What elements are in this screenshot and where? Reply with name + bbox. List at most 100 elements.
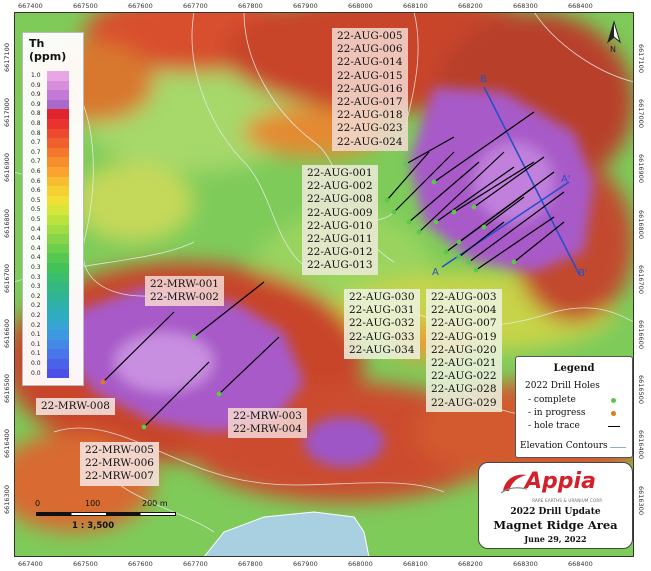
y-tick-label: 6617100 [3, 43, 11, 72]
th-scale-row: 0.2 [31, 301, 75, 311]
drill-hole-id: 22-MRW-008 [41, 400, 110, 412]
x-tick-label: 667500 [73, 560, 98, 568]
x-tick-label: 667500 [73, 2, 98, 10]
drill-hole-id: 22-MRW-006 [85, 457, 154, 470]
y-tick-label: 6616700 [637, 264, 645, 294]
th-scale-value: 0.1 [31, 350, 41, 358]
th-scale-row: 0.2 [31, 320, 75, 331]
x-tick-label: 668400 [568, 2, 593, 10]
x-tick-label: 667800 [238, 560, 263, 568]
th-scale-row: 0.6 [31, 186, 75, 196]
section-line-aa [441, 181, 570, 268]
y-tick-label: 6616900 [3, 153, 11, 183]
label-aug-west: 22-AUG-001 22-AUG-002 22-AUG-008 22-AUG-009… [302, 165, 378, 275]
th-scale-row: 0.8 [31, 128, 75, 139]
drill-hole-id: 22-AUG-013 [307, 259, 373, 272]
y-tick-label: 6616800 [637, 209, 645, 239]
th-scale-row: 0.3 [31, 263, 75, 273]
th-scale-value: 0.4 [31, 254, 41, 262]
th-scale-value: 0.7 [31, 158, 41, 166]
y-tick-label: 6617100 [637, 44, 645, 73]
th-scale-swatch [47, 176, 69, 187]
th-scale-row: 0.1 [31, 339, 75, 350]
th-scale-value: 0.2 [31, 312, 41, 319]
drill-hole-id: 22-AUG-022 [431, 370, 497, 383]
drill-hole-id: 22-AUG-034 [349, 343, 415, 356]
appia-logo: Appia [499, 469, 612, 497]
th-scale-row: 0.0 [31, 368, 75, 379]
y-tick-label: 6616300 [637, 485, 645, 515]
th-scale-value: 0.4 [31, 225, 41, 233]
drill-hole-id: 22-AUG-003 [431, 291, 497, 303]
th-scale-row: 0.9 [31, 90, 75, 100]
legend-complete-dot [611, 398, 616, 403]
drill-hole-id: 22-AUG-007 [431, 317, 497, 330]
x-tick-label: 667900 [293, 2, 318, 10]
th-color-legend: Th (ppm) 1.0 0.9 0.9 0.9 0.8 0.8 0.8 0.7 0.7 0.7 0… [22, 32, 84, 386]
th-scale-swatch [47, 301, 69, 311]
drill-hole-id: 22-AUG-012 [307, 246, 373, 259]
th-scale-value: 0.4 [31, 244, 41, 252]
y-tick-label: 6616400 [637, 430, 645, 460]
drill-hole-id: 22-AUG-023 [337, 122, 403, 135]
th-scale-swatch [47, 339, 69, 350]
th-scale-swatch [47, 109, 69, 119]
drill-hole-id: 22-AUG-031 [349, 304, 415, 317]
th-scale-swatch [47, 157, 69, 167]
legend-in-progress-label: - in progress [528, 408, 586, 418]
th-scale-value: 0.9 [31, 91, 41, 99]
y-tick-label: 6616800 [3, 208, 11, 238]
th-scale-swatch [47, 311, 69, 321]
th-scale-value: 0.8 [31, 129, 41, 137]
drill-hole-id: 22-AUG-019 [431, 330, 497, 343]
scale-tick-0: 0 [35, 499, 41, 508]
th-scale-row: 0.4 [31, 224, 75, 235]
th-scale-row: 0.3 [31, 282, 75, 292]
legend-contour-line [610, 447, 626, 448]
legend-subtitle: 2022 Drill Holes [525, 381, 600, 391]
drill-update-title: 2022 Drill Update [510, 507, 601, 517]
x-tick-label: 668300 [513, 560, 538, 568]
th-scale-row: 0.4 [31, 243, 75, 254]
lake [203, 511, 370, 557]
th-scale-row: 0.6 [31, 167, 75, 177]
th-scale-value: 0.2 [31, 292, 41, 300]
th-scale-value: 1.0 [31, 72, 41, 79]
legend-in-progress-dot [611, 411, 616, 416]
legend-contours-label: Elevation Contours [520, 441, 608, 451]
th-scale-value: 0.1 [31, 331, 41, 339]
x-tick-label: 668100 [403, 560, 428, 568]
th-scale-swatch [47, 99, 69, 110]
th-scale-swatch [47, 80, 69, 91]
th-scale-value: 0.7 [31, 139, 41, 147]
drill-hole-id: 22-AUG-002 [307, 180, 373, 193]
label-aug-mid: 22-AUG-030 22-AUG-031 22-AUG-032 22-AUG-033… [344, 289, 420, 360]
scale-ratio: 1 : 3,500 [72, 521, 115, 531]
th-scale-swatch [47, 224, 69, 235]
th-scale-swatch [47, 272, 69, 283]
drill-hole-id: 22-AUG-011 [307, 233, 373, 246]
drill-hole-id: 22-AUG-033 [349, 330, 415, 343]
th-scale-row: 0.2 [31, 291, 75, 302]
drill-hole-id: 22-AUG-006 [337, 43, 403, 56]
th-scale-swatch [47, 253, 69, 263]
th-scale-value: 0.5 [31, 216, 41, 223]
x-tick-label: 667600 [128, 560, 153, 568]
th-scale-value: 0.2 [31, 321, 41, 329]
label-mrw-005: 22-MRW-005 22-MRW-006 22-MRW-007 [80, 442, 159, 486]
drill-hole-id: 22-AUG-020 [431, 343, 497, 356]
drill-hole-id: 22-AUG-021 [431, 357, 497, 370]
drill-hole-id: 22-AUG-016 [337, 82, 403, 95]
th-scale-swatch [47, 368, 69, 379]
th-scale-row: 0.9 [31, 80, 75, 91]
label-mrw-001: 22-MRW-001 22-MRW-002 [145, 276, 224, 307]
th-scale-row: 0.3 [31, 272, 75, 283]
th-scale-value: 0.9 [31, 100, 41, 108]
x-tick-label: 667600 [128, 2, 153, 10]
label-mrw-003: 22-MRW-003 22-MRW-004 [228, 408, 307, 439]
drill-hole-id: 22-AUG-029 [431, 396, 497, 409]
drill-collars [100, 161, 517, 430]
th-scale-swatch [47, 71, 69, 81]
y-tick-label: 6616700 [3, 263, 11, 293]
